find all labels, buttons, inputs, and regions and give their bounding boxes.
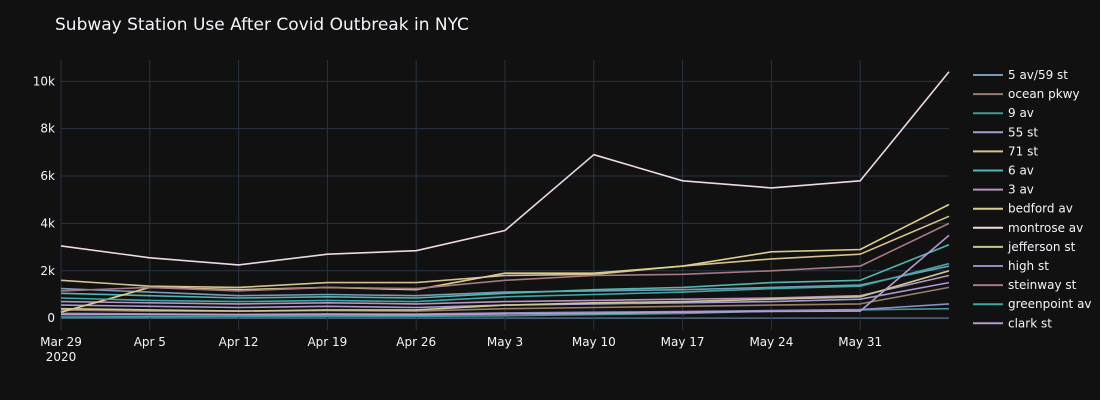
legend-item[interactable]: 55 st — [973, 125, 1038, 139]
x-tick-label: Apr 12 — [219, 335, 259, 349]
x-tick-label: May 3 — [487, 335, 523, 349]
legend-label: clark st — [1008, 316, 1052, 330]
legend-label: 9 av — [1008, 106, 1034, 120]
y-tick-label: 0 — [47, 311, 55, 325]
y-tick-label: 8k — [40, 122, 55, 136]
x-tick-label: Apr 19 — [307, 335, 347, 349]
x-tick-label: Apr 26 — [396, 335, 436, 349]
legend-item[interactable]: 6 av — [973, 164, 1034, 178]
series-line-jefferson-st[interactable] — [60, 270, 950, 312]
series-line-71-st[interactable] — [60, 215, 950, 289]
legend-item[interactable]: 9 av — [973, 106, 1034, 120]
legend-label: steinway st — [1008, 278, 1077, 292]
legend-label: greenpoint av — [1008, 297, 1092, 311]
legend-item[interactable]: 71 st — [973, 144, 1038, 158]
series-line-3-av[interactable] — [60, 274, 950, 305]
legend[interactable]: 5 av/59 st ocean pkwy 9 av 55 st 71 st 6 av 3 … — [973, 68, 1092, 330]
x-tick-label: Mar 29 — [40, 335, 82, 349]
legend-label: 3 av — [1008, 183, 1034, 197]
legend-label: 6 av — [1008, 164, 1034, 178]
y-tick-label: 6k — [40, 169, 55, 183]
series-line-montrose-av[interactable] — [60, 71, 950, 266]
legend-label: high st — [1008, 259, 1049, 273]
legend-item[interactable]: high st — [973, 259, 1049, 273]
series-line-6-av[interactable] — [60, 243, 950, 299]
x-tick-label: Apr 5 — [134, 335, 166, 349]
x-tick-label: May 31 — [838, 335, 882, 349]
x-tick-label: May 10 — [572, 335, 616, 349]
legend-label: 55 st — [1008, 125, 1038, 139]
y-axis: 0 2k 4k 6k 8k 10k — [33, 74, 55, 325]
chart-title: Subway Station Use After Covid Outbreak … — [55, 15, 469, 35]
series-line-clark-st[interactable] — [61, 234, 950, 316]
series-line-steinway-st[interactable] — [60, 222, 950, 292]
legend-item[interactable]: 5 av/59 st — [973, 68, 1068, 82]
series-line-5-av-59-st[interactable] — [60, 265, 950, 297]
series-lines — [60, 71, 950, 318]
legend-item[interactable]: montrose av — [973, 221, 1083, 235]
x-tick-year-label: 2020 — [46, 350, 77, 364]
legend-item[interactable]: bedford av — [973, 202, 1073, 216]
x-tick-label: May 17 — [661, 335, 705, 349]
legend-label: ocean pkwy — [1008, 87, 1080, 101]
legend-item[interactable]: jefferson st — [973, 240, 1076, 254]
legend-item[interactable]: 3 av — [973, 183, 1034, 197]
legend-label: montrose av — [1008, 221, 1083, 235]
legend-label: 71 st — [1008, 144, 1038, 158]
legend-label: 5 av/59 st — [1008, 68, 1068, 82]
y-tick-label: 4k — [40, 216, 55, 230]
legend-item[interactable]: greenpoint av — [973, 297, 1092, 311]
y-tick-label: 10k — [33, 74, 55, 88]
legend-item[interactable]: ocean pkwy — [973, 87, 1080, 101]
y-tick-label: 2k — [40, 264, 55, 278]
legend-label: jefferson st — [1007, 240, 1076, 254]
legend-item[interactable]: steinway st — [973, 278, 1077, 292]
grid — [60, 60, 949, 330]
series-line-greenpoint-av[interactable] — [60, 262, 950, 303]
legend-item[interactable]: clark st — [973, 316, 1052, 330]
legend-label: bedford av — [1008, 202, 1073, 216]
x-tick-label: May 24 — [749, 335, 793, 349]
